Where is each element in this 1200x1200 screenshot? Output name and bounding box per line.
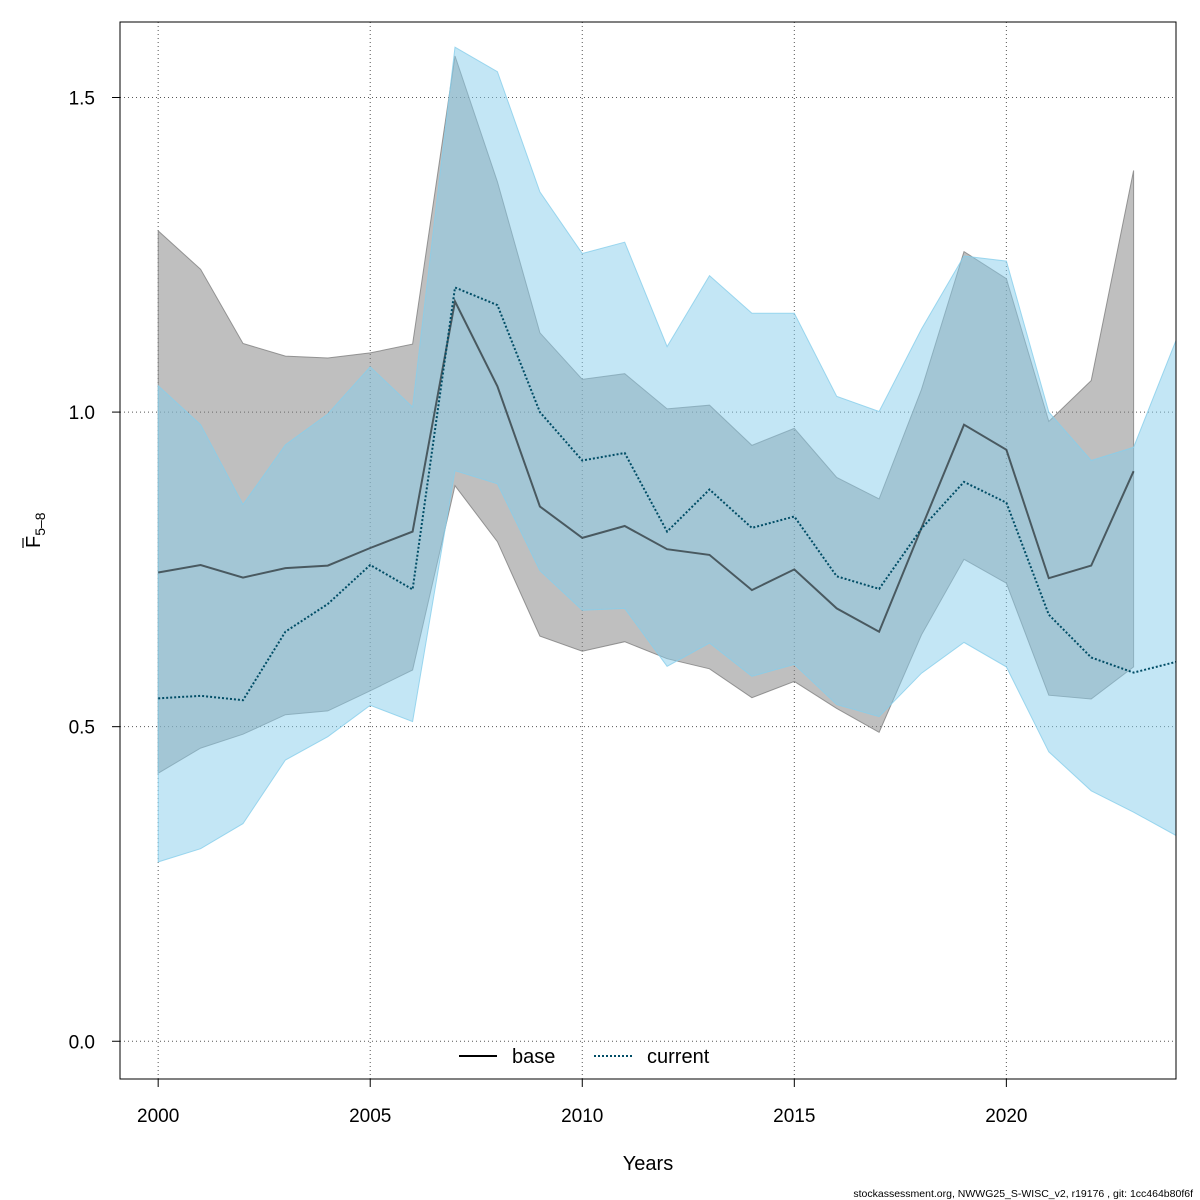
x-axis-title: Years — [623, 1153, 673, 1175]
line-base — [158, 298, 1135, 634]
y-axis-title-main: F — [23, 536, 45, 548]
y-tick-label: 1.5 — [69, 89, 95, 110]
x-tick-label: 2000 — [137, 1106, 179, 1127]
svg-text:F5–8: F5–8 — [23, 512, 48, 548]
x-tick-label: 2015 — [773, 1106, 815, 1127]
y-tick-label: 0.5 — [69, 718, 95, 739]
x-axis: 2000 2005 2010 2015 2020 — [137, 1079, 1028, 1127]
legend-current-label: current — [647, 1046, 710, 1068]
y-axis-title: F5–8 — [22, 512, 48, 548]
x-tick-label: 2010 — [561, 1106, 603, 1127]
y-axis-title-sub: 5–8 — [32, 512, 48, 536]
y-axis: 0.0 0.5 1.0 1.5 — [69, 89, 120, 1053]
x-tick-label: 2005 — [349, 1106, 391, 1127]
footer-text: stockassessment.org, NWWG25_S-WISC_v2, r… — [853, 1188, 1193, 1200]
legend: base current — [459, 1046, 710, 1068]
confidence-bands — [157, 46, 1177, 863]
plot-frame — [119, 21, 1177, 1080]
legend-base-label: base — [512, 1046, 555, 1068]
line-current — [158, 286, 1177, 702]
series-lines — [158, 286, 1177, 702]
y-tick-label: 0.0 — [69, 1032, 95, 1053]
x-tick-label: 2020 — [985, 1106, 1027, 1127]
y-tick-label: 1.0 — [69, 403, 95, 424]
band-current — [157, 46, 1177, 863]
